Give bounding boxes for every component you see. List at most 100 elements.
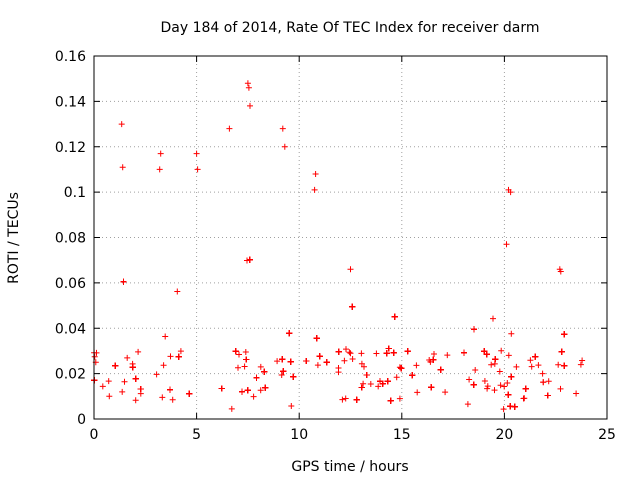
data-point (105, 378, 112, 385)
data-point (539, 370, 546, 377)
data-point (442, 389, 449, 396)
data-point (431, 351, 437, 357)
data-point (491, 387, 498, 394)
data-point (339, 396, 346, 403)
data-point (241, 363, 248, 370)
data-point (243, 356, 250, 363)
x-tick-label: 5 (192, 427, 201, 443)
data-point (335, 348, 342, 355)
data-point (106, 393, 113, 400)
data-point (287, 358, 294, 365)
data-point (521, 395, 528, 402)
data-point (316, 353, 323, 360)
data-point (132, 375, 139, 382)
data-point (528, 363, 535, 370)
data-point-peak (247, 102, 253, 109)
data-points (91, 80, 586, 413)
y-tick-label: 0.1 (64, 185, 86, 201)
data-point (278, 372, 285, 378)
data-point (500, 406, 507, 413)
data-point (391, 313, 398, 320)
x-tick-label: 25 (598, 427, 616, 443)
data-point-peak (156, 166, 163, 173)
data-point (346, 349, 353, 356)
data-point (540, 379, 547, 386)
data-point (373, 350, 380, 357)
data-point (261, 368, 268, 375)
data-point (132, 397, 139, 404)
data-point (228, 405, 235, 412)
data-point (579, 357, 586, 364)
x-axis-label: GPS time / hours (291, 459, 408, 475)
data-point (501, 383, 508, 390)
axis-ticks: 0 5 10 15 20 25 0 0.02 0.04 0.06 0.08 0.1 0.12 0.14 0.… (55, 49, 616, 443)
data-point (358, 384, 365, 391)
data-point-peak (279, 125, 286, 132)
data-point (430, 356, 437, 363)
y-tick-label: 0.06 (55, 276, 86, 292)
data-point-peak (193, 150, 200, 157)
data-point (384, 378, 391, 385)
data-point-peak (245, 84, 252, 91)
data-point (361, 363, 367, 370)
data-point (99, 383, 106, 390)
data-point (497, 382, 504, 389)
data-point (428, 384, 435, 391)
data-point (288, 403, 295, 409)
data-point-peak (194, 166, 201, 173)
data-point-peak (507, 189, 514, 196)
data-point (513, 363, 520, 370)
data-point (557, 385, 564, 392)
data-point (290, 373, 297, 380)
data-point (167, 353, 174, 360)
data-point (470, 381, 477, 388)
data-point (341, 357, 348, 364)
data-point (504, 380, 511, 386)
data-point (555, 361, 562, 368)
data-point (360, 380, 367, 387)
data-point-peak (503, 241, 510, 248)
data-point (414, 389, 421, 396)
data-point (377, 378, 383, 385)
data-point (561, 331, 568, 338)
data-point (472, 367, 479, 373)
data-point (390, 349, 397, 356)
data-point (262, 384, 269, 391)
data-point (349, 303, 356, 310)
data-point (169, 396, 176, 403)
y-tick-label: 0.12 (55, 140, 86, 156)
y-tick-label: 0.04 (55, 321, 86, 337)
y-tick-label: 0 (77, 412, 86, 428)
data-point (349, 356, 356, 362)
data-point-peak (119, 164, 126, 171)
data-point (561, 362, 568, 369)
data-point (239, 388, 245, 395)
data-point (522, 385, 529, 392)
data-point (367, 381, 374, 387)
data-point (129, 364, 136, 371)
data-point-peak (157, 150, 164, 157)
data-point (175, 353, 182, 360)
data-point (153, 371, 160, 378)
data-point (385, 345, 392, 352)
data-point (498, 347, 505, 354)
data-point (342, 395, 349, 402)
data-point (343, 346, 349, 353)
data-point (396, 364, 403, 371)
data-point (483, 351, 490, 358)
data-point (558, 348, 565, 355)
data-point (347, 350, 354, 357)
data-point (413, 362, 420, 369)
data-point (253, 374, 260, 381)
data-point (496, 368, 503, 375)
data-point (218, 385, 225, 392)
data-point (492, 356, 499, 363)
data-point-peak (281, 143, 288, 150)
data-point (464, 401, 471, 408)
data-point (177, 348, 184, 355)
data-point (250, 393, 257, 400)
data-point (286, 330, 293, 337)
data-point (437, 366, 444, 373)
data-point (409, 372, 416, 379)
data-point (119, 388, 126, 395)
